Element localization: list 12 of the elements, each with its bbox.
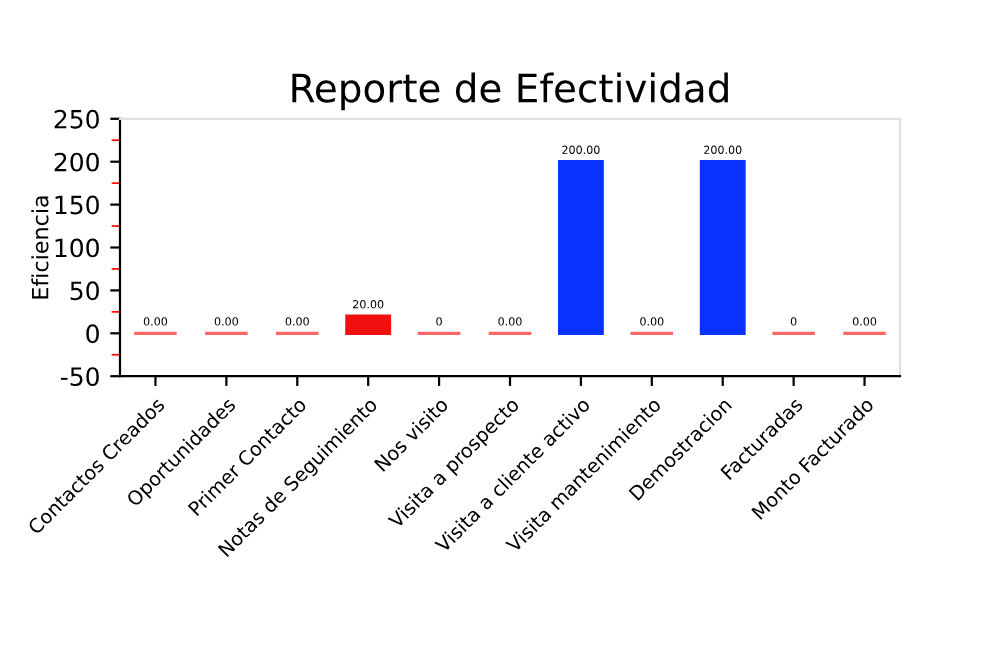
- y-tick-label: 200: [54, 152, 99, 172]
- y-tick-label: 50: [70, 281, 99, 301]
- bar: [699, 160, 746, 335]
- y-tick-label: 100: [55, 238, 99, 258]
- y-tick-label: -50: [60, 367, 99, 387]
- y-tick-label: 0: [86, 324, 99, 344]
- y-tick-label: 150: [55, 195, 99, 215]
- y-axis-title: Eficiencia: [31, 196, 49, 299]
- y-tick-label: 250: [54, 109, 99, 129]
- bar: [345, 314, 392, 335]
- chart-title: Reporte de Efectividad: [292, 72, 728, 111]
- bar: [557, 160, 604, 335]
